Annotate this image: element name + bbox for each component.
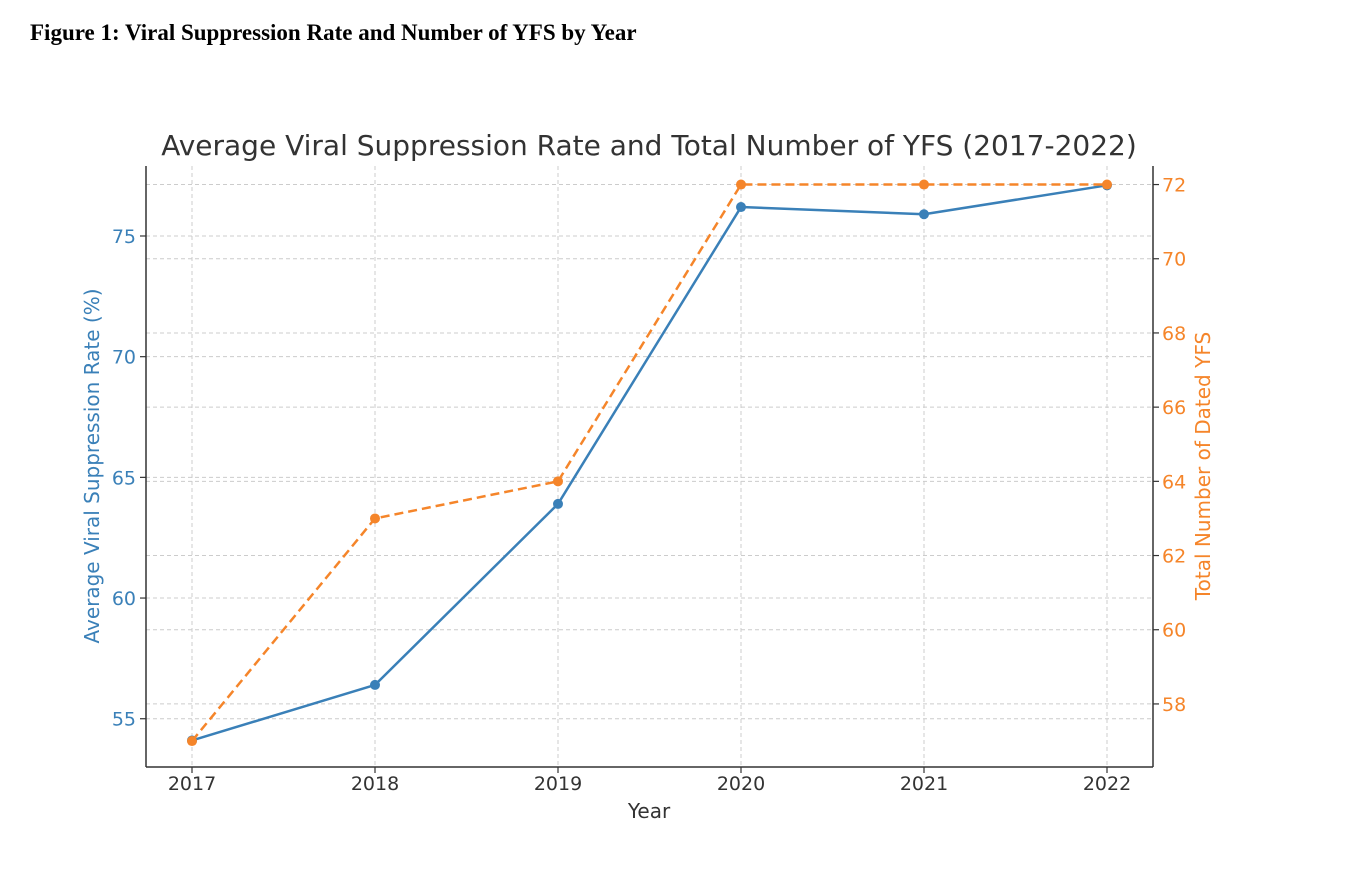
chart-title: Average Viral Suppression Rate and Total…: [161, 129, 1137, 162]
viral-suppression-point: [736, 202, 746, 213]
right-y-tick-label: 62: [1162, 546, 1186, 568]
axes: [140, 166, 1159, 773]
figure-caption: Figure 1: Viral Suppression Rate and Num…: [30, 20, 637, 45]
dated-yfs-point: [1102, 179, 1112, 190]
left-y-tick-label: 75: [112, 226, 136, 248]
right-y-tick-label: 70: [1162, 249, 1186, 271]
right-y-tick-label: 68: [1162, 323, 1186, 345]
x-tick-label: 2018: [351, 773, 399, 795]
right-y-tick-label: 60: [1162, 620, 1186, 642]
viral-suppression-point: [370, 679, 380, 690]
dated-yfs-point: [370, 513, 380, 524]
dated-yfs-point: [553, 476, 563, 487]
right-y-tick-label: 64: [1162, 471, 1186, 493]
viral-suppression-point: [553, 498, 563, 509]
right-y-tick-label: 58: [1162, 694, 1186, 716]
left-y-tick-label: 60: [112, 588, 136, 610]
grid-lines: [146, 166, 1153, 767]
x-tick-label: 2020: [717, 773, 765, 795]
dated-yfs-point: [187, 736, 197, 747]
right-y-tick-label: 72: [1162, 175, 1186, 197]
x-tick-label: 2022: [1083, 773, 1131, 795]
left-y-tick-label: 65: [112, 467, 136, 489]
dated-yfs-point: [919, 179, 929, 190]
series-layer: [187, 179, 1112, 747]
left-y-tick-label: 55: [112, 709, 136, 731]
tick-labels: 2017 2018 2019 2020 2021 2022 55 60 65 70 75 58 60 62…: [112, 175, 1186, 795]
right-y-tick-label: 66: [1162, 397, 1186, 419]
x-tick-label: 2019: [534, 773, 582, 795]
dated-yfs-line: [191, 183, 1107, 742]
right-y-axis-label: Total Number of Dated YFS: [1191, 332, 1215, 601]
viral-suppression-point: [919, 209, 929, 220]
left-y-tick-label: 70: [112, 347, 136, 369]
viral-suppression-line: [191, 184, 1108, 742]
left-y-axis-label: Average Viral Suppression Rate (%): [80, 288, 104, 643]
x-tick-label: 2021: [900, 773, 948, 795]
x-tick-label: 2017: [168, 773, 216, 795]
dated-yfs-point: [736, 179, 746, 190]
x-axis-label: Year: [627, 799, 671, 823]
